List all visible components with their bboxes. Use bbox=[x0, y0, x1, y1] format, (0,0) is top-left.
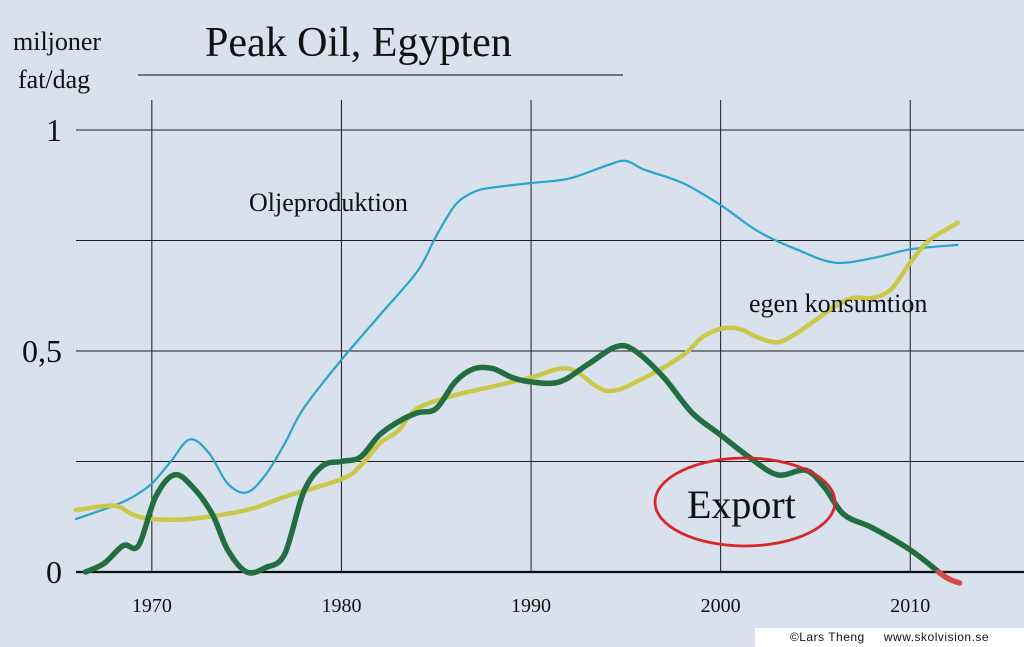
y-tick-label: 0,5 bbox=[22, 333, 62, 369]
annotation-oljeproduktion: Oljeproduktion bbox=[249, 188, 408, 217]
x-tick-label: 2000 bbox=[701, 595, 741, 617]
credit-text: ©Lars Theng www.skolvision.se bbox=[789, 630, 990, 644]
y-tick-label: 0 bbox=[46, 554, 62, 590]
y-axis-label-line2: fat/dag bbox=[18, 65, 90, 94]
credit-box: ©Lars Theng www.skolvision.se bbox=[755, 628, 1024, 647]
series-line-oljeproduktion bbox=[74, 159, 959, 521]
series-line-egen-konsumtion bbox=[73, 220, 960, 523]
series-line-export bbox=[82, 342, 942, 576]
x-tick-label: 1990 bbox=[511, 595, 551, 617]
series-lines bbox=[73, 159, 963, 586]
x-tick-label: 1980 bbox=[321, 595, 361, 617]
export-circle bbox=[653, 456, 837, 548]
annotation-egen-konsumtion: egen konsumtion bbox=[749, 289, 927, 318]
x-tick-label: 2010 bbox=[890, 595, 930, 617]
x-tick-label: 1970 bbox=[132, 595, 172, 617]
grid-lines bbox=[76, 100, 1024, 574]
annotation-export: Export bbox=[687, 482, 796, 527]
y-tick-label: 1 bbox=[46, 112, 62, 148]
y-axis-label-line1: miljoner bbox=[13, 27, 101, 56]
tick-labels: 1970 1980 1990 2000 2010 0 0,5 1 bbox=[22, 112, 930, 617]
series-line-export-negative bbox=[935, 569, 963, 586]
chart-title: Peak Oil, Egypten bbox=[205, 20, 512, 66]
